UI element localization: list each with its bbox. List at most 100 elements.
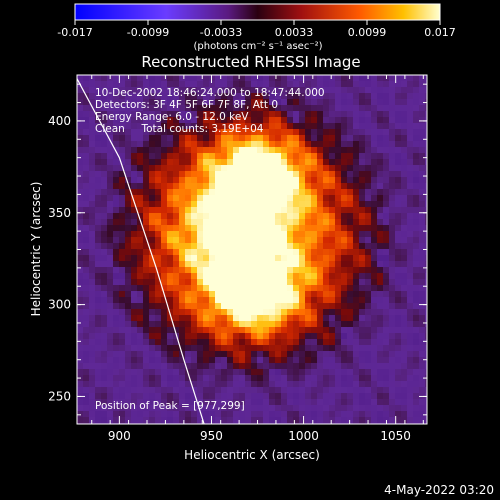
heatmap-cell [323, 399, 330, 406]
heatmap-cell [395, 189, 402, 196]
heatmap-cell [125, 93, 132, 100]
heatmap-cell [293, 393, 300, 400]
heatmap-cell [371, 249, 378, 256]
heatmap-cell [149, 267, 156, 274]
heatmap-cell [401, 351, 408, 358]
heatmap-cell [383, 159, 390, 166]
heatmap-cell [329, 105, 336, 112]
heatmap-cell [245, 321, 252, 328]
heatmap-cell [197, 351, 204, 358]
heatmap-cell [335, 363, 342, 370]
heatmap-cell [239, 405, 246, 412]
heatmap-cell [383, 261, 390, 268]
heatmap-cell [143, 213, 150, 220]
heatmap-cell [329, 135, 336, 142]
heatmap-cell [95, 243, 102, 250]
heatmap-cell [215, 405, 222, 412]
heatmap-cell [95, 291, 102, 298]
heatmap-cell [83, 153, 90, 160]
heatmap-cell [101, 261, 108, 268]
heatmap-cell [113, 195, 120, 202]
heatmap-cell [371, 363, 378, 370]
heatmap-cell [365, 351, 372, 358]
heatmap-cell [317, 201, 324, 208]
heatmap-cell [113, 411, 120, 418]
heatmap-cell [119, 105, 126, 112]
heatmap-cell [209, 357, 216, 364]
heatmap-cell [299, 357, 306, 364]
heatmap-cell [95, 273, 102, 280]
heatmap-cell [407, 81, 414, 88]
heatmap-cell [161, 123, 168, 130]
heatmap-cell [221, 207, 228, 214]
heatmap-cell [305, 243, 312, 250]
heatmap-cell [131, 321, 138, 328]
heatmap-cell [149, 339, 156, 346]
heatmap-cell [191, 411, 198, 418]
heatmap-cell [161, 285, 168, 292]
heatmap-cell [365, 195, 372, 202]
heatmap-cell [287, 123, 294, 130]
heatmap-cell [197, 117, 204, 124]
heatmap-cell [275, 231, 282, 238]
heatmap-cell [383, 309, 390, 316]
heatmap-cell [221, 387, 228, 394]
heatmap-cell [311, 285, 318, 292]
heatmap-cell [179, 141, 186, 148]
heatmap-cell [137, 81, 144, 88]
heatmap-cell [239, 249, 246, 256]
heatmap-cell [197, 291, 204, 298]
heatmap-cell [83, 183, 90, 190]
heatmap-cell [275, 153, 282, 160]
heatmap-cell [305, 135, 312, 142]
heatmap-cell [77, 75, 84, 82]
y-axis-label: Heliocentric Y (arcsec) [29, 182, 43, 317]
heatmap-cell [89, 183, 96, 190]
heatmap-cell [131, 411, 138, 418]
heatmap-cell [251, 285, 258, 292]
heatmap-cell [161, 165, 168, 172]
heatmap-cell [101, 309, 108, 316]
heatmap-cell [107, 279, 114, 286]
heatmap-cell [101, 225, 108, 232]
heatmap-cell [197, 309, 204, 316]
heatmap-cell [137, 303, 144, 310]
heatmap-cell [227, 303, 234, 310]
heatmap-cell [191, 129, 198, 136]
heatmap-cell [131, 369, 138, 376]
heatmap-cell [275, 309, 282, 316]
heatmap-cell [209, 261, 216, 268]
heatmap-cell [353, 159, 360, 166]
heatmap-cell [221, 351, 228, 358]
heatmap-cell [359, 381, 366, 388]
heatmap-cell [191, 279, 198, 286]
heatmap-cell [353, 309, 360, 316]
heatmap-cell [335, 309, 342, 316]
heatmap-cell [347, 303, 354, 310]
heatmap-cell [203, 333, 210, 340]
heatmap-cell [107, 333, 114, 340]
heatmap-cell [287, 327, 294, 334]
heatmap-cell [137, 171, 144, 178]
heatmap-cell [209, 267, 216, 274]
heatmap-cell [353, 303, 360, 310]
heatmap-cell [239, 201, 246, 208]
heatmap-cell [143, 285, 150, 292]
heatmap-cell [113, 357, 120, 364]
heatmap-cell [131, 315, 138, 322]
heatmap-cell [191, 363, 198, 370]
heatmap-cell [347, 177, 354, 184]
heatmap-cell [419, 387, 426, 394]
heatmap-cell [419, 135, 426, 142]
heatmap-cell [161, 111, 168, 118]
heatmap-cell [395, 105, 402, 112]
heatmap-cell [389, 99, 396, 106]
heatmap-cell [323, 381, 330, 388]
heatmap-cell [107, 177, 114, 184]
heatmap-cell [77, 189, 84, 196]
heatmap-cell [107, 249, 114, 256]
heatmap-cell [131, 351, 138, 358]
heatmap-cell [251, 363, 258, 370]
heatmap-cell [125, 207, 132, 214]
heatmap-cell [383, 87, 390, 94]
